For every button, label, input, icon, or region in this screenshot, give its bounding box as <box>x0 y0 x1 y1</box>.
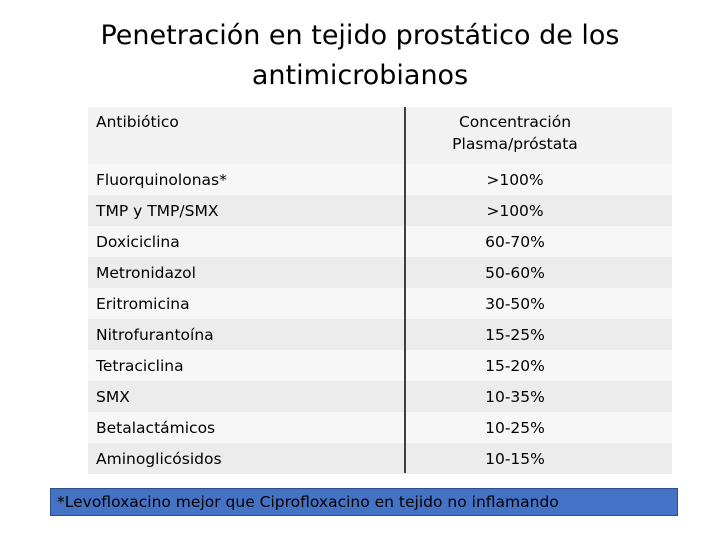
header-antibiotic: Antibiótico <box>96 113 179 131</box>
table-row: SMX 10-35% <box>88 381 672 412</box>
antibiotic-name: Fluorquinolonas* <box>96 170 227 189</box>
concentration-value: 60-70% <box>485 232 545 251</box>
antibiotic-table: Antibiótico Concentración Plasma/próstat… <box>88 107 672 474</box>
concentration-value: 30-50% <box>485 294 545 313</box>
concentration-value: 15-25% <box>485 325 545 344</box>
antibiotic-name: TMP y TMP/SMX <box>96 201 219 220</box>
page-title: Penetración en tejido prostático de los … <box>100 20 620 91</box>
table-row: Fluorquinolonas* >100% <box>88 164 672 195</box>
antibiotic-name: Tetraciclina <box>96 356 184 375</box>
table-row: TMP y TMP/SMX >100% <box>88 195 672 226</box>
concentration-value: 10-25% <box>485 418 545 437</box>
table-row: Metronidazol 50-60% <box>88 257 672 288</box>
concentration-value: 10-15% <box>485 449 545 468</box>
table-row: Eritromicina 30-50% <box>88 288 672 319</box>
concentration-value: >100% <box>486 201 544 220</box>
table-row: Betalactámicos 10-25% <box>88 412 672 443</box>
antibiotic-name: Betalactámicos <box>96 418 216 437</box>
antibiotic-name: Eritromicina <box>96 294 190 313</box>
antibiotic-name: Metronidazol <box>96 263 196 282</box>
table-row: Nitrofurantoína 15-25% <box>88 319 672 350</box>
header-concentration: Concentración Plasma/próstata <box>452 113 578 153</box>
column-divider <box>404 107 406 473</box>
antibiotic-name: Doxiciclina <box>96 232 180 251</box>
antibiotic-name: Nitrofurantoína <box>96 325 214 344</box>
table-row: Doxiciclina 60-70% <box>88 226 672 257</box>
table-row: Aminoglicósidos 10-15% <box>88 443 672 474</box>
concentration-value: >100% <box>486 170 544 189</box>
antibiotic-name: SMX <box>96 387 130 406</box>
concentration-value: 50-60% <box>485 263 545 282</box>
antibiotic-name: Aminoglicósidos <box>96 449 222 468</box>
table-row: Tetraciclina 15-20% <box>88 350 672 381</box>
footnote-banner: *Levofloxacino mejor que Ciprofloxacino … <box>50 488 678 516</box>
table-header-row: Antibiótico Concentración Plasma/próstat… <box>88 107 672 164</box>
concentration-value: 15-20% <box>485 356 545 375</box>
concentration-value: 10-35% <box>485 387 545 406</box>
